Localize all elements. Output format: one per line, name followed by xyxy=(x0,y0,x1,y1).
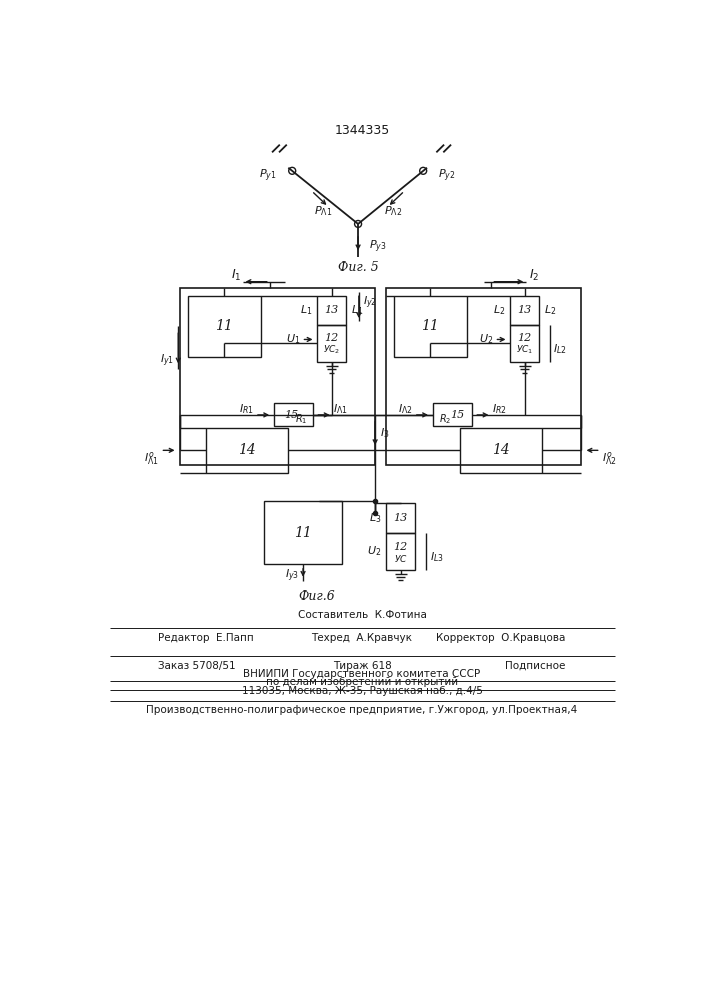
Text: $P_{y2}$: $P_{y2}$ xyxy=(438,167,456,184)
Text: $УС$: $УС$ xyxy=(394,553,407,564)
Bar xyxy=(206,428,288,473)
Text: 12: 12 xyxy=(518,333,532,343)
Text: Корректор  О.Кравцова: Корректор О.Кравцова xyxy=(436,633,566,643)
Text: 15: 15 xyxy=(450,410,464,420)
Text: 13: 13 xyxy=(394,513,408,523)
Text: Тираж 618: Тираж 618 xyxy=(332,661,392,671)
Bar xyxy=(460,428,542,473)
Text: Заказ 5708/51: Заказ 5708/51 xyxy=(158,661,235,671)
Text: $I_{R2}$: $I_{R2}$ xyxy=(492,402,507,416)
Bar xyxy=(386,533,416,570)
Text: 12: 12 xyxy=(394,542,408,552)
Bar xyxy=(317,325,346,362)
Text: $L_1$: $L_1$ xyxy=(300,303,312,317)
Text: 14: 14 xyxy=(238,443,255,457)
Text: $R_1$: $R_1$ xyxy=(296,412,308,426)
Text: Редактор  Е.Папп: Редактор Е.Папп xyxy=(158,633,254,643)
Bar xyxy=(386,288,581,465)
Text: $I_{y1}$: $I_{y1}$ xyxy=(160,353,175,369)
Text: $P_{y1}$: $P_{y1}$ xyxy=(259,167,277,184)
Text: 11: 11 xyxy=(215,319,233,333)
Text: $УС_1$: $УС_1$ xyxy=(516,343,533,356)
Text: $P_{y3}$: $P_{y3}$ xyxy=(369,239,387,255)
Bar xyxy=(386,503,416,533)
Bar xyxy=(394,296,467,357)
Text: $I_{\Lambda1}$: $I_{\Lambda1}$ xyxy=(333,402,348,416)
Text: $L_3$: $L_3$ xyxy=(369,511,381,525)
Text: 15: 15 xyxy=(284,410,298,420)
Bar xyxy=(274,403,313,426)
Text: $I_{\Lambda2}$: $I_{\Lambda2}$ xyxy=(397,402,412,416)
Text: $R_2$: $R_2$ xyxy=(439,412,451,426)
Bar xyxy=(180,288,375,465)
Text: $I_{y3}$: $I_{y3}$ xyxy=(285,568,299,584)
Text: 113035, Москва, Ж-35, Раушская наб., д.4/5: 113035, Москва, Ж-35, Раушская наб., д.4… xyxy=(242,686,482,696)
Text: $I^o_{\Lambda2}$: $I^o_{\Lambda2}$ xyxy=(602,450,617,467)
Text: $I_{L3}$: $I_{L3}$ xyxy=(430,550,444,564)
Bar xyxy=(264,501,341,564)
Text: $I_{y2}$: $I_{y2}$ xyxy=(363,295,377,311)
Text: 13: 13 xyxy=(325,305,339,315)
Text: $U_1$: $U_1$ xyxy=(286,333,300,346)
Text: 13: 13 xyxy=(518,305,532,315)
Text: Фиг. 5: Фиг. 5 xyxy=(338,261,378,274)
Bar xyxy=(510,296,539,325)
Text: Производственно-полиграфическое предприятие, г.Ужгород, ул.Проектная,4: Производственно-полиграфическое предприя… xyxy=(146,705,578,715)
Text: Подписное: Подписное xyxy=(506,661,566,671)
Text: $L_2$: $L_2$ xyxy=(493,303,506,317)
Text: $I_3$: $I_3$ xyxy=(380,426,390,440)
Text: 11: 11 xyxy=(421,319,439,333)
Text: по делам изобретений и открытий: по делам изобретений и открытий xyxy=(266,677,458,687)
Text: $УС_2$: $УС_2$ xyxy=(323,343,340,356)
Text: 11: 11 xyxy=(294,526,312,540)
Text: Составитель  К.Фотина: Составитель К.Фотина xyxy=(298,610,426,620)
Text: $I_1$: $I_1$ xyxy=(230,268,241,283)
Text: $L_2$: $L_2$ xyxy=(544,303,556,317)
Text: $U_2$: $U_2$ xyxy=(479,333,493,346)
Bar xyxy=(187,296,261,357)
Text: $I_2$: $I_2$ xyxy=(529,268,539,283)
Text: $I_{R1}$: $I_{R1}$ xyxy=(238,402,253,416)
Bar xyxy=(317,296,346,325)
Text: 12: 12 xyxy=(325,333,339,343)
Text: $P_{\Lambda1}$: $P_{\Lambda1}$ xyxy=(314,204,332,218)
Text: $I_{L2}$: $I_{L2}$ xyxy=(554,343,567,356)
Bar xyxy=(510,325,539,362)
Text: Фиг.6: Фиг.6 xyxy=(298,590,335,603)
Bar xyxy=(433,403,472,426)
Text: $P_{\Lambda2}$: $P_{\Lambda2}$ xyxy=(384,204,402,218)
Text: ВНИИПИ Государственного комитета СССР: ВНИИПИ Государственного комитета СССР xyxy=(243,669,481,679)
Text: Техред  А.Кравчук: Техред А.Кравчук xyxy=(312,633,412,643)
Text: $L_1$: $L_1$ xyxy=(351,303,363,317)
Text: $U_2$: $U_2$ xyxy=(367,544,381,558)
Text: $I^o_{\Lambda1}$: $I^o_{\Lambda1}$ xyxy=(144,450,159,467)
Text: 1344335: 1344335 xyxy=(334,124,390,137)
Text: 14: 14 xyxy=(492,443,510,457)
